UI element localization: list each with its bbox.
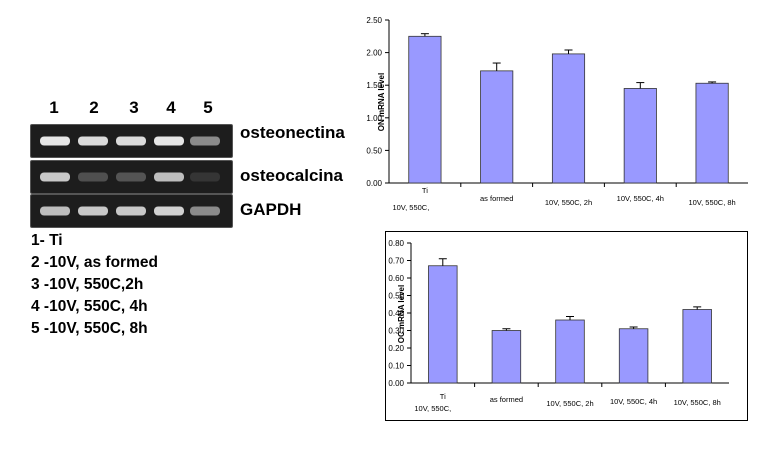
gel-lane-number: 4 <box>166 98 176 117</box>
on-mrna-chart: 0.00 0.50 1.00 1.50 2.00 2.50 Ti 10V, 550C, as f… <box>352 5 776 223</box>
bar <box>555 319 585 384</box>
x-tick-label-second-line: 10V, 550C, <box>392 203 429 212</box>
oc-mrna-chart-svg: 0.00 0.10 0.20 0.30 0.40 0.50 0.60 0.70 0.80 Ti 10… <box>388 239 729 413</box>
y-tick-label: 0.70 <box>388 257 404 266</box>
y-axis-label: ON mRNA level <box>377 73 386 131</box>
y-tick-label: 0.00 <box>388 379 404 388</box>
y-tick-label: 0.50 <box>366 146 382 155</box>
gel-band <box>40 172 70 182</box>
x-tick-label: as formed <box>480 194 513 203</box>
gel-band <box>190 136 220 146</box>
gene-label-gapdh: GAPDH <box>240 200 302 219</box>
gene-label-osteonectina: osteonectina <box>240 123 345 142</box>
y-tick-label: 0.40 <box>388 309 404 318</box>
gel-strip-osteocalcina <box>30 160 233 194</box>
y-axis-label: OC mRNA level <box>397 285 406 343</box>
bar <box>428 265 458 384</box>
x-tick-label: 10V, 550C, 8h <box>688 198 735 207</box>
y-tick-label: 0.00 <box>366 179 382 188</box>
y-tick-label: 0.30 <box>388 327 404 336</box>
gel-band <box>154 172 184 182</box>
gel-band <box>116 206 146 216</box>
gel-bands-gapdh <box>40 206 220 216</box>
gel-strip-gapdh <box>30 194 233 228</box>
bar <box>623 88 657 184</box>
gel-lane-number: 1 <box>49 98 59 117</box>
y-tick-label: 2.00 <box>366 49 382 58</box>
sample-legend-item: 4 -10V, 550C, 4h <box>31 298 148 315</box>
gel-lane-number: 3 <box>129 98 139 117</box>
x-tick-label: Ti <box>422 186 428 195</box>
x-tick-label: 10V, 550C, 4h <box>617 194 664 203</box>
gel-bands-osteocalcina <box>40 172 220 182</box>
x-tick-label: 10V, 550C, 2h <box>545 198 592 207</box>
sample-legend-item: 3 -10V, 550C,2h <box>31 276 144 293</box>
y-tick-label: 1.00 <box>366 114 382 123</box>
gel-band <box>116 136 146 146</box>
bar <box>491 330 522 384</box>
y-tick-label: 0.50 <box>388 292 404 301</box>
x-tick-label: Ti <box>440 392 446 401</box>
y-tick-label: 0.20 <box>388 344 404 353</box>
x-tick-label: 10V, 550C, 2h <box>546 399 593 408</box>
on-mrna-chart-svg: 0.00 0.50 1.00 1.50 2.00 2.50 Ti 10V, 550C, as f… <box>366 16 748 212</box>
bar <box>480 70 514 184</box>
x-tick-label: 10V, 550C, 8h <box>674 398 721 407</box>
gel-band <box>190 172 220 182</box>
y-tick-label: 0.80 <box>388 239 404 248</box>
gel-strip-osteonectina <box>30 124 233 158</box>
gel-band <box>190 206 220 216</box>
gel-band <box>40 136 70 146</box>
gel-band <box>78 206 108 216</box>
gel-lane-number: 2 <box>89 98 99 117</box>
sample-legend-item: 1- Ti <box>31 232 63 249</box>
bar <box>618 328 649 384</box>
gel-bands-osteonectina <box>40 136 220 146</box>
x-tick-label-second-line: 10V, 550C, <box>414 404 451 413</box>
x-tick-label: 10V, 550C, 4h <box>610 397 657 406</box>
gel-band <box>116 172 146 182</box>
y-tick-label: 2.50 <box>366 16 382 25</box>
bar <box>682 309 712 384</box>
y-tick-label: 0.60 <box>388 274 404 283</box>
bar <box>695 82 729 184</box>
oc-mrna-chart: 0.00 0.10 0.20 0.30 0.40 0.50 0.60 0.70 0.80 Ti 10… <box>385 231 748 421</box>
gel-lane-number: 5 <box>203 98 213 117</box>
sample-legend-item: 5 -10V, 550C, 8h <box>31 320 148 337</box>
y-tick-label: 1.50 <box>366 81 382 90</box>
gel-band <box>40 206 70 216</box>
gene-label-osteocalcina: osteocalcina <box>240 166 343 185</box>
x-tick-label: as formed <box>490 395 523 404</box>
gel-band <box>154 206 184 216</box>
y-tick-label: 0.10 <box>388 362 404 371</box>
sample-legend-item: 2 -10V, as formed <box>31 254 158 271</box>
gel-band <box>78 136 108 146</box>
gel-band <box>78 172 108 182</box>
bar <box>408 35 442 184</box>
gel-band <box>154 136 184 146</box>
bar <box>551 53 586 184</box>
